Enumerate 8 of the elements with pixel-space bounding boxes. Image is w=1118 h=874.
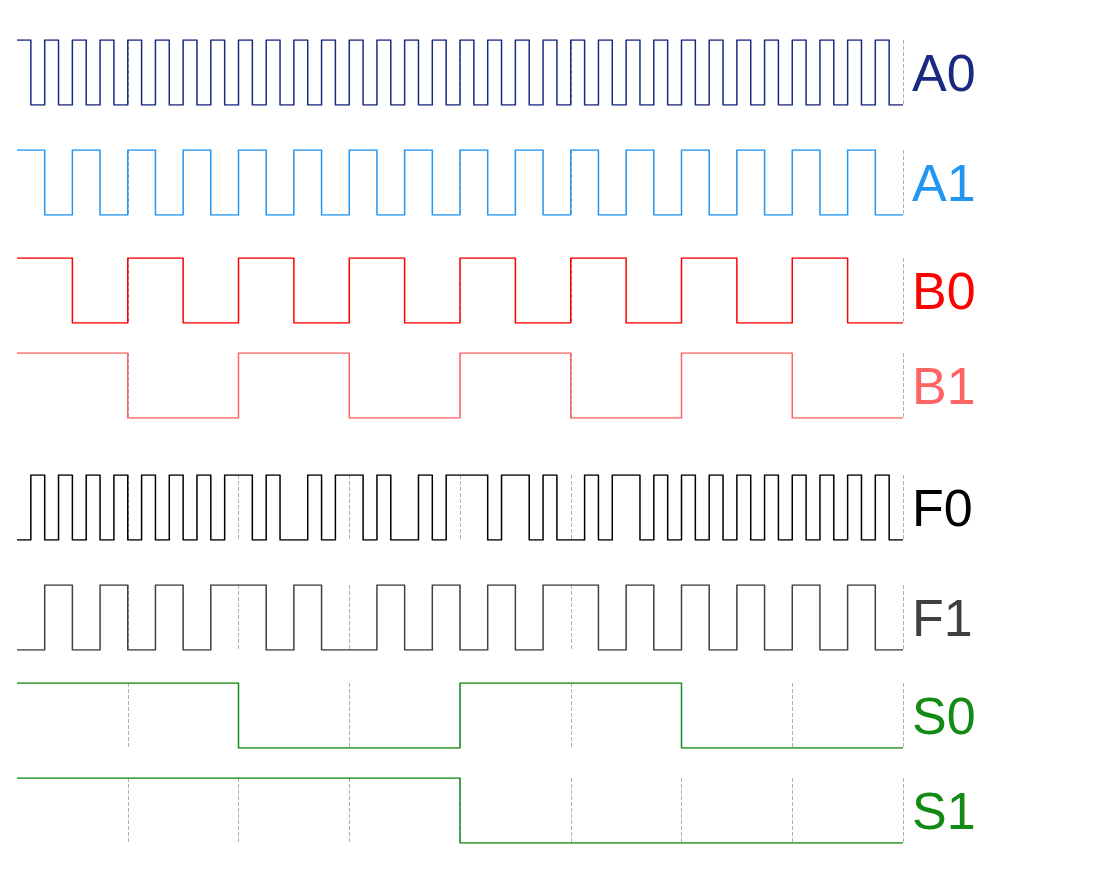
series-label: F1	[912, 588, 973, 647]
series-label: A0	[912, 43, 976, 102]
series-label: S0	[912, 686, 976, 745]
series-label: S1	[912, 781, 976, 840]
series-label: A1	[912, 153, 976, 212]
series-label: F0	[912, 478, 973, 537]
series-label: B0	[912, 261, 976, 320]
series-label: B1	[912, 356, 976, 415]
